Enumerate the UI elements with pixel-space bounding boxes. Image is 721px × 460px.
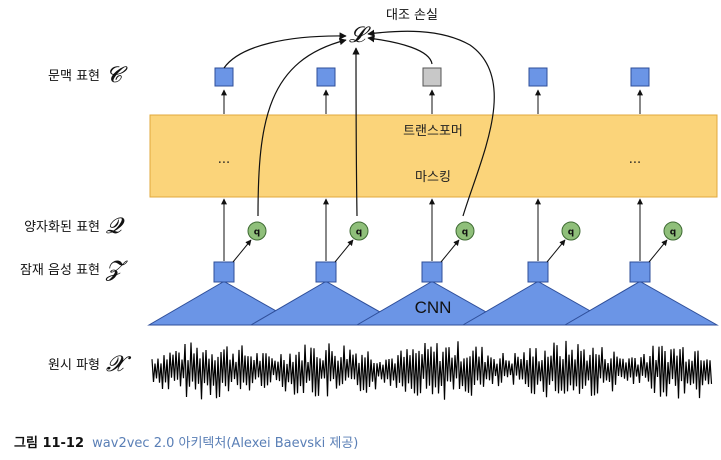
transformer-block (149, 114, 718, 198)
quantizer-label: q (462, 228, 468, 238)
transformer-label: 트랜스포머 (403, 124, 463, 139)
loss-curve-from-context-3 (367, 35, 433, 65)
loss-curve-from-context-1 (223, 32, 347, 69)
ellipsis-right: ... (629, 152, 641, 167)
context-square (214, 67, 234, 87)
latent-square (213, 261, 235, 283)
cnn-feature-encoder (147, 281, 719, 326)
quantizer-circle (561, 221, 581, 241)
latent-to-quantizer-arrow (440, 239, 460, 263)
loss-title: 대조 손실 (386, 8, 438, 23)
quantizer-circle (455, 221, 475, 241)
quantizer-label: q (568, 228, 574, 238)
quantizer-circle (247, 221, 267, 241)
context-square (528, 67, 548, 87)
quantizer-label: q (356, 228, 362, 238)
latent-to-quantizer-arrow (546, 239, 566, 263)
raw-row-symbol: 𝓧 (106, 352, 132, 377)
figure-number: 그림 11-12 (14, 436, 85, 451)
latent-square (315, 261, 337, 283)
context-square (422, 67, 442, 87)
quantizer-label: q (670, 228, 676, 238)
latent-row-label: 잠재 음성 표현 (20, 263, 100, 278)
latent-square (421, 261, 443, 283)
latent-square (527, 261, 549, 283)
loss-curve-from-q-3 (367, 29, 495, 217)
context-representations (214, 67, 650, 114)
context-square (316, 67, 336, 87)
cnn-label: CNN (415, 298, 452, 317)
loss-curve-from-q-2 (352, 47, 360, 217)
latent-square (629, 261, 651, 283)
latent-to-quantizer-arrow (648, 239, 668, 263)
raw-row-label: 원시 파형 (48, 358, 100, 373)
latent-to-quantizer-arrow (334, 239, 354, 263)
contrastive-loss-connections (223, 29, 495, 217)
caption-text: wav2vec 2.0 아키텍처(Alexei Baevski 제공) (92, 436, 359, 451)
latent-to-quantizer-arrow (232, 239, 252, 263)
quantizer-circle (663, 221, 683, 241)
context-square (630, 67, 650, 87)
loss-symbol: 𝓛 (349, 23, 371, 48)
loss-curve-from-q-1 (257, 38, 347, 217)
context-row-symbol: 𝓒 (106, 63, 128, 88)
quantized-row-symbol: 𝓠 (106, 214, 125, 239)
quantized-row-label: 양자화된 표현 (24, 220, 100, 235)
context-row-label: 문맥 표현 (48, 69, 100, 84)
quantizer-circle (349, 221, 369, 241)
ellipsis-left: ... (218, 152, 230, 167)
quantizer-label: q (254, 228, 260, 238)
wav2vec-architecture-diagram: 대조 손실 𝓛 문맥 표현 𝓒 양자화된 표현 𝓠 잠재 음성 표현 𝓩 원시 … (20, 8, 719, 400)
raw-waveform (151, 340, 713, 400)
cnn-triangle (563, 281, 719, 326)
figure-caption: 그림 11-12 wav2vec 2.0 아키텍처(Alexei Baevski… (14, 432, 358, 451)
latent-row-symbol: 𝓩 (105, 257, 128, 282)
masking-label: 마스킹 (415, 170, 451, 185)
